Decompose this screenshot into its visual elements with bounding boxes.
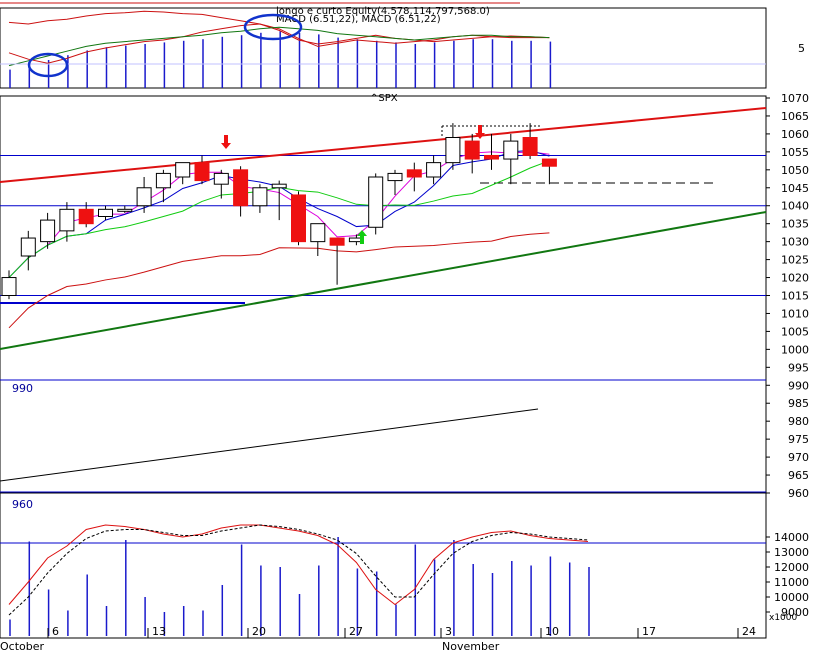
indicator-middle-line [8, 26, 550, 67]
oscillator-panel [0, 492, 767, 639]
price-tick-label: 1020 [781, 272, 809, 285]
candle-body [368, 176, 384, 228]
x-tick-label: 10 [545, 625, 559, 638]
osc-tick-label: 12000 [774, 561, 809, 574]
unit-label: x1000 [769, 613, 798, 623]
indicator-title: longo e curto Equity(4.578,114,797,568.0… [276, 6, 490, 17]
price-tick-label: 990 [788, 379, 809, 392]
x-tick-label: 3 [445, 625, 452, 638]
upper-trendline [0, 107, 767, 183]
price-tick-label: 980 [788, 415, 809, 428]
candle-body [213, 172, 229, 185]
osc-tick-label: 11000 [774, 576, 809, 589]
candle-body [155, 172, 171, 189]
x-tick-label: 6 [52, 625, 59, 638]
x-tick-label: 27 [349, 625, 363, 638]
indicator-panel [0, 7, 767, 89]
x-month-label: October [0, 640, 44, 652]
price-tick-label: 1040 [781, 200, 809, 213]
stoch-k-line [8, 524, 589, 606]
indicator-subtitle: MACD (6.51,22), MACD (6.51,22) [276, 14, 441, 25]
symbol-label: ^SPX [370, 93, 398, 104]
candle-body [59, 208, 75, 232]
indicator-tick-label: 5 [798, 42, 805, 55]
x-tick-label: 24 [742, 625, 756, 638]
buy-arrow-icon [357, 230, 367, 244]
panel-label-960: 960 [12, 498, 33, 511]
panel-label-990: 990 [12, 382, 33, 395]
lower-trendline [0, 211, 767, 350]
candle-body [387, 172, 403, 182]
candle-body [310, 223, 326, 243]
price-tick-label: 1045 [781, 182, 809, 195]
price-tick-label: 1010 [781, 307, 809, 320]
candle-body [503, 140, 519, 160]
price-tick-label: 1035 [781, 218, 809, 231]
price-tick-label: 960 [788, 487, 809, 500]
candle-body [541, 158, 557, 167]
osc-tick-label: 14000 [774, 531, 809, 544]
osc-tick-label: 13000 [774, 546, 809, 559]
sell-arrow-icon [221, 135, 231, 149]
osc-tick-label: 9000 [781, 606, 809, 619]
price-tick-label: 1025 [781, 254, 809, 267]
x-tick-label: 20 [252, 625, 266, 638]
x-tick-label: 17 [642, 625, 656, 638]
price-tick-label: 1030 [781, 236, 809, 249]
sell-arrow-icon [475, 125, 485, 139]
price-tick-label: 1065 [781, 110, 809, 123]
candle-body [194, 162, 210, 182]
candle-body [426, 162, 442, 178]
highlight-ellipse [243, 13, 303, 41]
candle-body [252, 187, 268, 207]
price-panel [0, 95, 767, 494]
highlight-ellipse [27, 52, 69, 78]
candle-body [233, 169, 249, 207]
price-tick-label: 975 [788, 433, 809, 446]
candle-body [406, 169, 422, 178]
candle-body [522, 137, 538, 156]
candle-body [98, 208, 113, 217]
candle-body [20, 237, 36, 257]
candle-body [445, 137, 461, 164]
candle-body [78, 208, 94, 225]
price-tick-label: 970 [788, 451, 809, 464]
candle-body [484, 154, 499, 160]
price-tick-label: 995 [788, 361, 809, 374]
price-tick-label: 1015 [781, 290, 809, 303]
price-tick-label: 1055 [781, 146, 809, 159]
price-tick-label: 965 [788, 469, 809, 482]
stoch-d-line [8, 524, 589, 616]
candle-body [464, 140, 480, 160]
price-tick-label: 985 [788, 397, 809, 410]
long-average-line [0, 408, 539, 482]
x-tick-label: 13 [152, 625, 166, 638]
price-tick-label: 1000 [781, 343, 809, 356]
price-tick-label: 1070 [781, 92, 809, 105]
candle-body [291, 194, 306, 243]
candle-body [1, 277, 17, 296]
osc-tick-label: 10000 [774, 591, 809, 604]
candle-body [40, 219, 56, 243]
price-tick-label: 1050 [781, 164, 809, 177]
x-month-label: November [442, 640, 500, 652]
candle-body [175, 162, 191, 178]
candle-body [117, 208, 133, 212]
candle-body [136, 187, 152, 207]
price-tick-label: 1005 [781, 325, 809, 338]
candle-body [329, 237, 345, 246]
lower-band-line [8, 232, 550, 329]
candle-body [271, 183, 287, 189]
price-tick-label: 1060 [781, 128, 809, 141]
indicator-upper-line [8, 10, 550, 45]
